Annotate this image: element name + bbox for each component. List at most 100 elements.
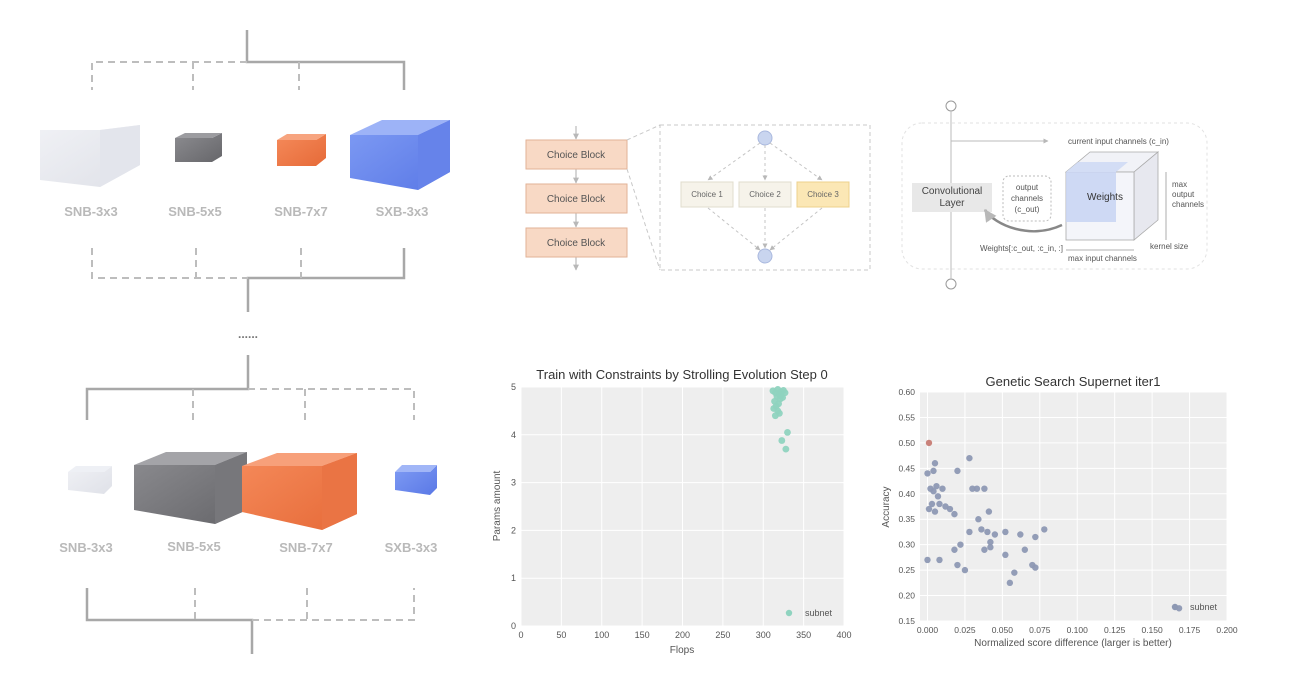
c1-data-point xyxy=(782,445,790,453)
supernet-bottom-connectors xyxy=(85,355,254,654)
label-snb-3x3-top: SNB-3x3 xyxy=(64,204,117,219)
c2-data-point xyxy=(981,546,988,553)
c2-data-point xyxy=(978,526,985,533)
conv-input-node xyxy=(945,100,957,112)
weights-slice-label: Weights[:c_out, :c_in, :] xyxy=(980,244,1063,253)
c2-data-point xyxy=(928,500,936,508)
c2-data-point xyxy=(951,546,958,553)
kernel-size-label: kernel size xyxy=(1150,242,1189,251)
c2-data-point xyxy=(981,485,988,492)
chart2-legend-marker xyxy=(1171,603,1179,611)
c2-data-point xyxy=(951,510,958,518)
chart2-plot-area xyxy=(920,392,1227,621)
choice-block-label-1: Choice Block xyxy=(547,150,606,161)
conv-layer-label-1: Convolutional xyxy=(922,186,983,197)
c1-xtick-label: 350 xyxy=(796,630,811,640)
chart2-title: Genetic Search Supernet iter1 xyxy=(986,374,1161,389)
choice-block-2 xyxy=(525,183,628,214)
supernet-top: SNB-3x3 SNB-5x5 SNB-7x7 SXB-3x3 xyxy=(40,30,450,312)
output-node xyxy=(757,248,773,264)
choice-1-label: Choice 1 xyxy=(691,190,723,199)
c1-xtick-label: 50 xyxy=(556,630,566,640)
c2-xtick-label: 0.125 xyxy=(1104,625,1126,635)
c2-data-point xyxy=(985,508,993,515)
c2-data-point xyxy=(1032,564,1039,571)
c2-xtick-label: 0.200 xyxy=(1216,625,1238,635)
c2-xtick-label: 0.175 xyxy=(1179,625,1201,635)
c1-xtick-label: 0 xyxy=(518,630,523,640)
c2-data-point xyxy=(930,488,937,495)
label-snb-7x7-top: SNB-7x7 xyxy=(274,204,327,219)
c2-data-point xyxy=(930,467,937,475)
c1-xtick-label: 300 xyxy=(756,630,771,640)
c2-data-point xyxy=(946,505,954,513)
c2-data-point xyxy=(969,485,976,492)
supernet-top-connectors xyxy=(245,30,406,312)
chart1-legend-marker xyxy=(785,609,793,617)
c2-ytick-label: 0.55 xyxy=(898,412,915,422)
c2-data-point xyxy=(1021,546,1029,553)
c1-ytick-label: 3 xyxy=(511,478,516,488)
c2-data-point xyxy=(957,541,964,548)
max-output-label-1: max xyxy=(1172,180,1187,189)
c2-ytick-label: 0.60 xyxy=(898,387,915,397)
c2-data-point xyxy=(966,454,973,462)
supernet-bottom: SNB-3x3 SNB-5x5 SNB-7x7 SXB-3x3 xyxy=(59,355,437,654)
c1-ytick-label: 5 xyxy=(511,382,516,392)
choice-block-label-3: Choice Block xyxy=(547,238,606,249)
c2-data-point xyxy=(975,516,982,523)
choice-block-3 xyxy=(525,227,628,258)
c2-data-point xyxy=(939,485,946,492)
c2-xtick-label: 0.025 xyxy=(954,625,976,635)
label-snb-7x7-bottom: SNB-7x7 xyxy=(279,540,332,555)
chart1-legend-label: subnet xyxy=(805,608,833,618)
c2-ytick-label: 0.30 xyxy=(898,540,915,550)
c2-data-point xyxy=(954,561,961,569)
c2-ytick-label: 0.35 xyxy=(898,514,915,524)
c1-xtick-label: 200 xyxy=(675,630,690,640)
c2-data-point xyxy=(924,470,931,477)
c2-xtick-label: 0.100 xyxy=(1067,625,1089,635)
c1-xtick-label: 150 xyxy=(635,630,650,640)
choice-block-1 xyxy=(525,139,628,170)
c1-ytick-label: 2 xyxy=(511,525,516,535)
conv-layer-label-2: Layer xyxy=(939,198,965,209)
c2-highlight-point xyxy=(925,439,933,447)
block-snb-5x5-top xyxy=(175,133,222,162)
label-sxb-3x3-bottom: SXB-3x3 xyxy=(385,540,438,555)
c2-ytick-label: 0.20 xyxy=(898,591,915,601)
chart2-legend-label: subnet xyxy=(1190,602,1218,612)
output-channels-label-3: (c_out) xyxy=(1015,205,1040,214)
c2-data-point xyxy=(1011,569,1018,576)
c2-data-point xyxy=(931,508,939,515)
choice-3 xyxy=(796,181,850,208)
label-snb-3x3-bottom: SNB-3x3 xyxy=(59,540,112,555)
block-sxb-3x3-bottom xyxy=(395,465,437,495)
c2-data-point xyxy=(961,566,969,574)
c1-ytick-label: 1 xyxy=(511,573,516,583)
c2-data-point xyxy=(973,485,981,492)
c1-xtick-label: 100 xyxy=(594,630,609,640)
label-snb-5x5-bottom: SNB-5x5 xyxy=(167,539,220,554)
c2-data-point xyxy=(933,482,940,490)
output-channels-label-1: output xyxy=(1016,183,1039,192)
input-node xyxy=(757,130,773,146)
block-snb-3x3-top xyxy=(40,125,140,187)
chart-strolling-evolution: Train with Constraints by Strolling Evol… xyxy=(492,367,852,656)
label-sxb-3x3-top: SXB-3x3 xyxy=(376,204,429,219)
choice-detail-frame xyxy=(659,124,871,271)
output-channels-label-2: channels xyxy=(1011,194,1043,203)
conv-output-node xyxy=(945,278,957,290)
c2-xtick-label: 0.050 xyxy=(992,625,1014,635)
chart2-xlabel: Normalized score difference (larger is b… xyxy=(974,638,1172,649)
max-output-label-3: channels xyxy=(1172,200,1204,209)
c2-ytick-label: 0.40 xyxy=(898,489,915,499)
conv-diagram: Convolutional Layer output channels (c_o… xyxy=(901,100,1208,290)
c1-data-point xyxy=(778,437,786,444)
c1-data-point xyxy=(771,412,779,420)
c2-data-point xyxy=(1032,533,1039,541)
c2-data-point xyxy=(991,531,999,538)
supernet-top-dashed xyxy=(91,61,302,279)
weights-cube xyxy=(1064,151,1160,241)
max-input-label: max input channels xyxy=(1068,254,1137,263)
